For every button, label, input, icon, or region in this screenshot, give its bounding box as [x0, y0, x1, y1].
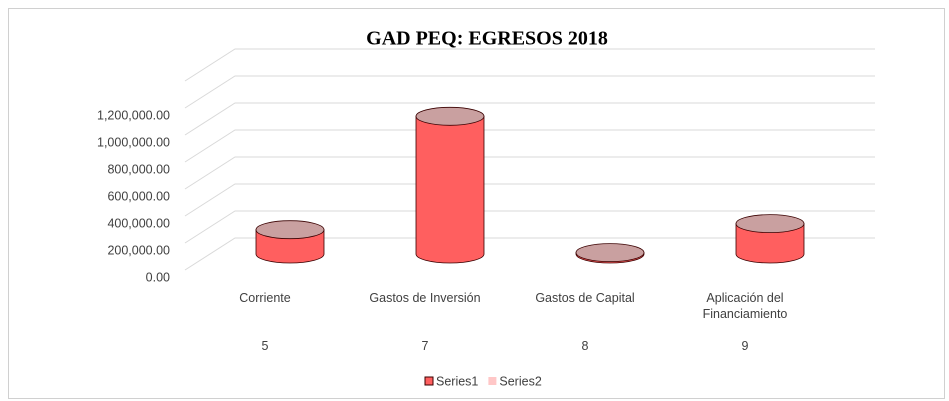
x-tick-label: Gastos de Inversión — [369, 291, 481, 305]
grid-line — [184, 75, 875, 109]
grid-line — [184, 156, 875, 190]
grid-line — [184, 237, 875, 271]
chart-title: GAD PEQ: EGRESOS 2018 — [366, 28, 608, 50]
cylinder-top — [255, 220, 325, 240]
y-tick-label: 600,000.00 — [107, 189, 170, 203]
y-tick-label: 400,000.00 — [107, 216, 170, 230]
x-group-label: 8 — [581, 339, 589, 353]
x-group-label: 5 — [261, 339, 269, 353]
grid-line — [184, 183, 875, 217]
x-group-label: 9 — [741, 339, 749, 353]
y-tick-label: 1,000,000.00 — [97, 135, 170, 149]
grid-line — [184, 210, 875, 244]
y-tick-label: 800,000.00 — [107, 162, 170, 176]
cylinder — [735, 223, 805, 264]
x-tick-label: Corriente — [239, 291, 291, 305]
cylinder-top — [575, 243, 645, 263]
cylinder — [415, 115, 485, 264]
grid-line — [184, 129, 875, 163]
legend-swatch — [488, 377, 497, 385]
grid-line — [184, 102, 875, 136]
legend-label: Series1 — [436, 374, 478, 388]
y-tick-label: 0.00 — [146, 270, 170, 284]
cylinder — [255, 229, 325, 264]
y-tick-label: 200,000.00 — [107, 243, 170, 257]
x-group-label: 7 — [421, 339, 429, 353]
x-tick-label: Aplicación del Financiamiento — [702, 291, 788, 321]
y-tick-label: 1,200,000.00 — [97, 108, 170, 122]
x-tick-label: Gastos de Capital — [535, 291, 635, 305]
cylinder-top — [735, 214, 805, 234]
legend-label: Series2 — [499, 374, 541, 388]
cylinder-top — [415, 106, 485, 126]
legend-swatch — [424, 376, 434, 386]
wall-edge — [184, 48, 875, 82]
